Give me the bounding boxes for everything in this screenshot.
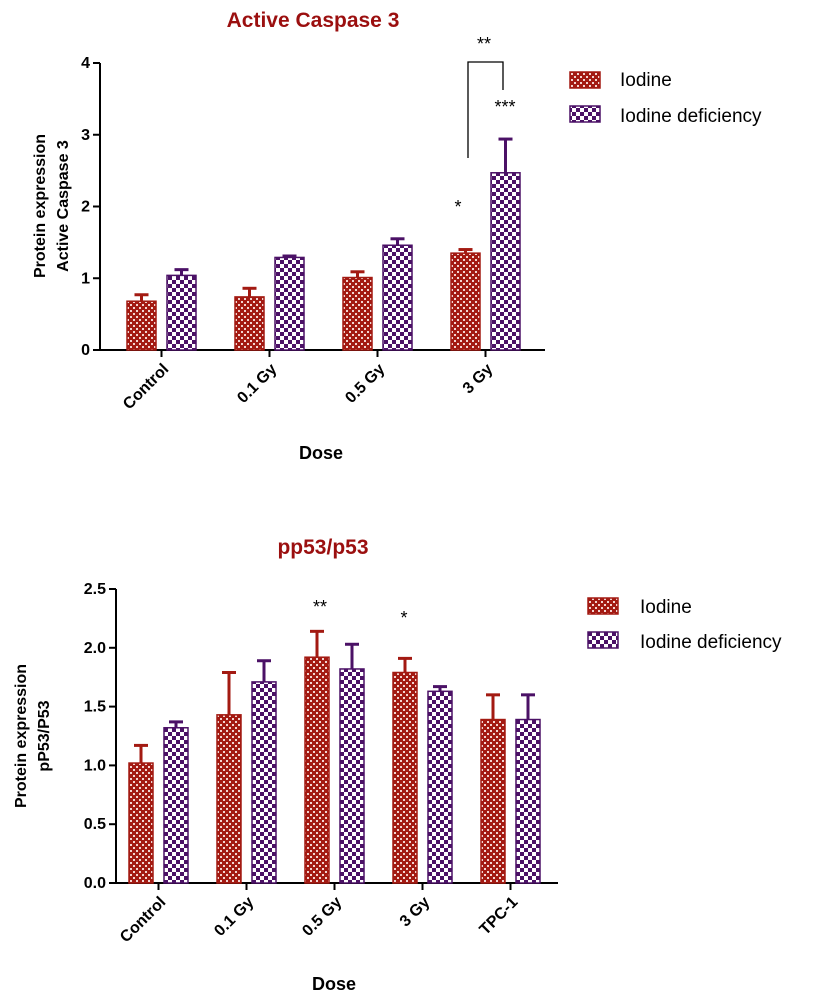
bars: [128, 629, 541, 884]
bar-iodine: [128, 762, 154, 884]
bar-iodine: [450, 252, 481, 351]
bar-iodine: [234, 296, 265, 351]
y-tick-label: 3: [81, 127, 90, 144]
chart-title: pp53/p53: [277, 536, 368, 559]
y-axis-label-line-2: pP53/P53: [36, 700, 53, 771]
significance-bracket: [467, 61, 504, 158]
y-tick-label: 0.0: [84, 875, 106, 892]
bar-iodine: [126, 300, 157, 351]
x-tick-label: 3 Gy: [460, 361, 497, 398]
x-tick-label: TPC-1: [477, 894, 522, 939]
y-tick-label: 1.5: [84, 699, 106, 716]
y-tick-label: 2.0: [84, 640, 106, 657]
y-axis: 0 1 2 3 4: [81, 55, 101, 359]
y-tick-label: 0: [81, 342, 90, 359]
x-tick-label: 0.1 Gy: [211, 894, 257, 940]
legend-swatch-iodine: [587, 597, 619, 615]
bar-deficiency: [490, 172, 521, 351]
legend-label-deficiency: Iodine deficiency: [620, 106, 762, 127]
legend-swatch-deficiency: [587, 631, 619, 649]
chart-title: Active Caspase 3: [227, 9, 400, 32]
annotation-0-5gy-iodine: **: [313, 597, 327, 617]
x-axis-label: Dose: [299, 443, 343, 463]
bar-deficiency: [515, 718, 541, 884]
y-axis-label-line-2: Active Caspase 3: [55, 140, 72, 272]
legend-swatch-deficiency: [569, 105, 601, 123]
y-tick-label: 1: [81, 270, 90, 287]
x-axis: Control 0.1 Gy 0.5 Gy 3 Gy: [99, 349, 545, 413]
y-axis: 0.0 0.5 1.0 1.5 2.0 2.5: [84, 581, 117, 892]
y-tick-label: 2: [81, 199, 90, 216]
legend-label-iodine: Iodine: [620, 70, 672, 91]
legend-swatch-iodine: [569, 71, 601, 89]
bar-iodine: [216, 714, 242, 884]
x-tick-label: Control: [120, 361, 172, 413]
significance-annotations: ** *: [313, 597, 408, 628]
bar-iodine: [304, 656, 330, 884]
bar-deficiency: [382, 244, 413, 351]
x-tick-label: 0.5 Gy: [299, 894, 345, 940]
bar-iodine: [480, 718, 506, 884]
annotation-bracket: **: [477, 34, 491, 54]
legend: Iodine Iodine deficiency: [587, 597, 782, 653]
y-axis-label-line-1: Protein expression: [13, 664, 30, 808]
legend-label-iodine: Iodine: [640, 597, 692, 618]
y-tick-label: 2.5: [84, 581, 106, 598]
bar-iodine: [342, 276, 373, 351]
bar-deficiency: [339, 668, 365, 884]
y-tick-label: 0.5: [84, 816, 106, 833]
bar-deficiency: [163, 727, 189, 884]
legend-label-deficiency: Iodine deficiency: [640, 632, 782, 653]
bar-deficiency: [251, 681, 277, 884]
bar-deficiency: [427, 690, 453, 884]
annotation-3gy-iodine: *: [400, 608, 407, 628]
bar-deficiency: [274, 256, 305, 351]
legend: Iodine Iodine deficiency: [569, 70, 762, 127]
y-axis-label-line-1: Protein expression: [32, 134, 49, 278]
chart-active-caspase-3: Active Caspase 3 Protein expression Acti…: [32, 9, 762, 463]
chart-pp53-p53: pp53/p53 Protein expression pP53/P53 0.0…: [13, 536, 782, 994]
y-tick-label: 1.0: [84, 757, 106, 774]
x-axis-label: Dose: [312, 974, 356, 994]
x-tick-label: 3 Gy: [397, 894, 434, 931]
annotation-3gy-deficiency: ***: [494, 97, 515, 117]
y-tick-label: 4: [81, 55, 90, 72]
x-tick-label: Control: [117, 894, 169, 946]
annotation-3gy-iodine: *: [454, 197, 461, 217]
x-tick-label: 0.1 Gy: [234, 361, 280, 407]
significance-annotations: * *** **: [454, 34, 515, 217]
bars: [126, 137, 521, 351]
bar-iodine: [392, 671, 418, 884]
x-axis: Control 0.1 Gy 0.5 Gy 3 Gy TPC-1: [115, 882, 558, 946]
bar-deficiency: [166, 274, 197, 351]
x-tick-label: 0.5 Gy: [342, 361, 388, 407]
